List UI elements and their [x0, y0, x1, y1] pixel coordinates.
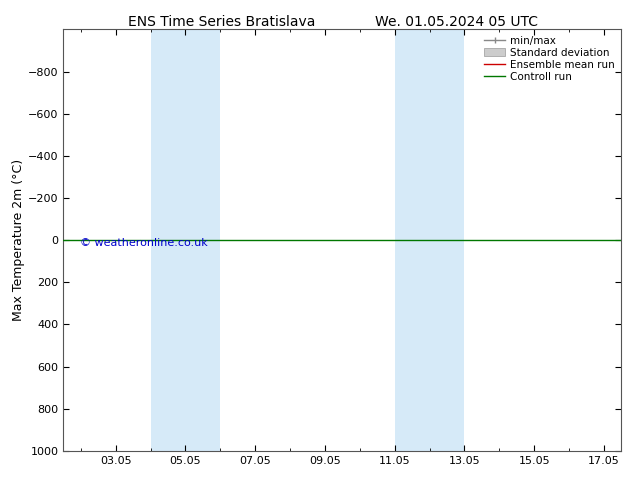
- Legend: min/max, Standard deviation, Ensemble mean run, Controll run: min/max, Standard deviation, Ensemble me…: [480, 31, 619, 86]
- Bar: [150, 29, 221, 451]
- Text: ENS Time Series Bratislava: ENS Time Series Bratislava: [128, 15, 316, 29]
- Text: We. 01.05.2024 05 UTC: We. 01.05.2024 05 UTC: [375, 15, 538, 29]
- Y-axis label: Max Temperature 2m (°C): Max Temperature 2m (°C): [12, 159, 25, 321]
- Bar: [394, 29, 464, 451]
- Text: © weatheronline.co.uk: © weatheronline.co.uk: [80, 239, 208, 248]
